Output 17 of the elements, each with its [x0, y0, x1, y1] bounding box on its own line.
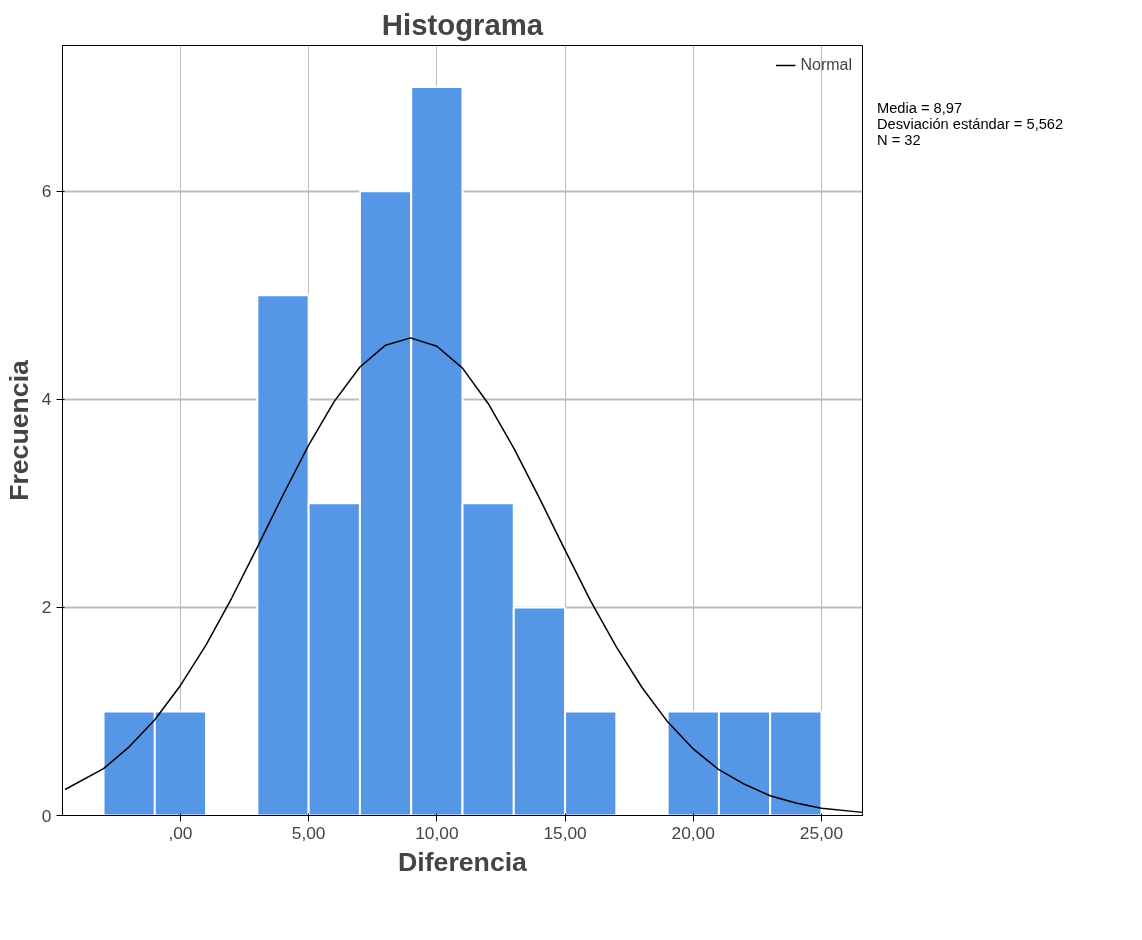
y-axis-title: Frecuencia	[3, 359, 34, 501]
x-tick-label: 15,00	[543, 822, 587, 843]
x-tick-label: ,00	[168, 822, 193, 843]
x-tick-label: 25,00	[799, 822, 844, 843]
legend-label: Normal	[800, 56, 852, 74]
text: N = 32	[877, 132, 922, 149]
y-tick-label: 4	[41, 389, 52, 410]
chart-title: Histograma	[381, 7, 544, 41]
x-tick-label: 10,00	[415, 822, 459, 843]
y-tick-label: 0	[41, 805, 52, 826]
y-tick-label: 2	[41, 597, 52, 618]
y-tick-label: 6	[41, 181, 52, 202]
x-tick-label: 5,00	[291, 822, 326, 843]
text: Desviación estándar = 5,562	[877, 116, 1064, 133]
x-tick-label: 20,00	[671, 822, 715, 843]
text: Media = 8,97	[877, 100, 964, 117]
x-axis-title: Diferencia	[398, 846, 528, 877]
